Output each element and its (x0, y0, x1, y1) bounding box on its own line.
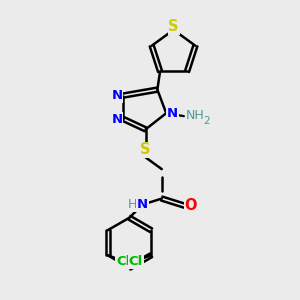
Text: N: N (167, 107, 178, 120)
Text: 2: 2 (203, 116, 210, 126)
Text: Cl: Cl (116, 255, 130, 268)
Text: O: O (184, 198, 197, 213)
Text: H: H (128, 198, 138, 211)
Text: NH: NH (186, 109, 204, 122)
Text: S: S (168, 20, 179, 34)
Text: Cl: Cl (129, 255, 143, 268)
Text: N: N (137, 198, 148, 211)
Text: N: N (112, 112, 123, 126)
Text: S: S (140, 142, 151, 158)
Text: N: N (112, 89, 123, 102)
